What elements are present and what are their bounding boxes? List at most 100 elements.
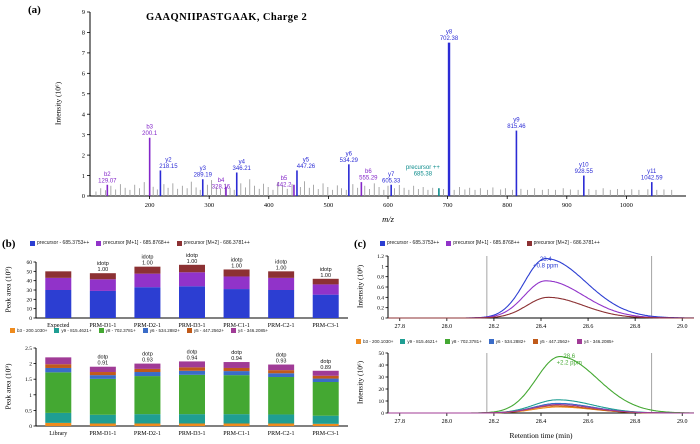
dotp-value: 0.93: [276, 359, 287, 365]
precursor-area-legend: precursor - 685.3753++ precursor [M+1] - …: [30, 240, 257, 246]
dotp-label: dotp: [187, 349, 198, 355]
fragment-chromatogram-chart: 0 10 20 30 40 50 27.8 28.0 28.2 28.4 28.6 28.8 29.0 2…: [379, 351, 694, 425]
category-label: Library: [49, 431, 67, 437]
dotp-label: dotp: [320, 359, 331, 365]
legend-label: y4 - 346.2085+: [584, 339, 615, 344]
dotp-label: idotp: [275, 259, 287, 265]
peak-ion-label: y5: [303, 157, 310, 163]
peak-ion-label: y6: [346, 151, 353, 157]
category-label: PRM-C3-1: [312, 431, 339, 437]
x-tick-label: 1000: [620, 202, 633, 209]
x-tick-label: 800: [502, 202, 512, 209]
spectrum-title: GAAQNIIPASTGAAK, Charge 2: [146, 12, 308, 23]
legend-label: precursor - 685.3753++: [387, 240, 440, 246]
legend-label: b3 - 200.1030+: [17, 328, 48, 333]
bar-segment: [268, 373, 295, 378]
legend-label: y9 - 815.4621+: [407, 339, 438, 344]
bar-segment: [268, 290, 295, 318]
legend-item: y6 - 534.2882+: [142, 328, 180, 333]
bar-segment: [268, 364, 295, 371]
y-tick-label: 1.5: [25, 377, 32, 383]
legend-item: precursor [M+1] - 685.8768++: [96, 240, 170, 246]
legend-swatch-icon: [532, 339, 538, 344]
x-tick-label: 900: [562, 202, 572, 209]
legend-swatch-icon: [186, 328, 192, 333]
bar-segment: [134, 414, 161, 424]
y-tick-label: 5: [82, 91, 85, 98]
y-tick-label: 0: [29, 424, 32, 430]
bar-segment: [89, 372, 116, 376]
x-tick-label: 28.0: [442, 324, 453, 330]
peak-mz-label: 346.21: [233, 166, 252, 172]
y-tick-label: 20: [27, 297, 33, 303]
legend-swatch-icon: [444, 339, 450, 344]
legend-label: y4 - 346.2085+: [238, 328, 269, 333]
x-tick-label: 28.4: [536, 419, 547, 425]
y-tick-label: 4: [82, 111, 86, 118]
y-tick-label: 50: [27, 269, 33, 275]
y-tick-label: 10: [27, 307, 33, 313]
peak-mz-label: 534.29: [340, 158, 359, 164]
legend-swatch-icon: [96, 240, 102, 246]
peak-mz-label: 328.16: [212, 184, 231, 190]
legend-swatch-icon: [446, 240, 452, 246]
x-tick-label: 500: [324, 202, 334, 209]
precursor-chromatogram-y-title: Intensity (10⁸): [355, 264, 365, 309]
legend-item: y9 - 815.4621+: [400, 339, 438, 344]
legend-item: precursor [M+1] - 685.8768++: [446, 240, 520, 246]
bar-segment: [223, 371, 250, 376]
bar-segment: [223, 375, 250, 415]
category-label: PRM-D2-1: [134, 431, 161, 437]
legend-label: y8 - 702.3781+: [451, 339, 482, 344]
bar-segment: [89, 366, 116, 373]
legend-label: y6 - 534.2882+: [149, 328, 180, 333]
dotp-value: 0.94: [187, 355, 198, 361]
dotp-value: 0.91: [97, 361, 108, 367]
bar-segment: [179, 423, 205, 426]
dotp-value: 1.00: [142, 261, 153, 267]
panel-b: (b) precursor - 685.3753++ precursor [M+1…: [0, 238, 352, 444]
peak-ion-label: y8: [446, 30, 453, 36]
bar-segment: [134, 368, 161, 373]
y-tick-label: 1: [82, 173, 85, 180]
y-tick-label: 30: [27, 288, 33, 294]
peak-ion-label: y9: [513, 118, 520, 124]
legend-label: b3 - 200.1030+: [363, 339, 394, 344]
y-tick-label: 9: [82, 9, 85, 16]
x-tick-label: 28.6: [583, 324, 594, 330]
legend-label: precursor - 685.3753++: [37, 240, 90, 246]
legend-item: y4 - 346.2085+: [231, 328, 268, 333]
bar-segment: [134, 266, 161, 274]
bar-segment: [312, 423, 339, 426]
dotp-value: 0.93: [142, 358, 153, 364]
dotp-value: 1.00: [231, 263, 242, 269]
y-tick-label: 0.8: [377, 275, 384, 281]
fragment-area-legend: b3 - 200.1030+ y9 - 815.4621+ y8 - 702.378…: [10, 328, 275, 333]
legend-swatch-icon: [54, 328, 60, 333]
x-tick-label: 28.6: [583, 419, 594, 425]
fragment-area-y-title: Peak area (10⁹): [3, 363, 13, 410]
bar-segment: [179, 374, 205, 415]
legend-item: y6 - 534.2882+: [488, 339, 526, 344]
legend-label: y5 - 447.2562+: [539, 339, 571, 344]
panel-b-label: (b): [2, 238, 16, 250]
bar-segment: [312, 284, 339, 295]
peak-mz-label: 702.38: [440, 36, 459, 42]
dotp-label: dotp: [97, 355, 108, 361]
legend-swatch-icon: [526, 240, 532, 246]
y-tick-label: 0.4: [377, 295, 384, 301]
rt-annotation: 28.6: [563, 354, 575, 360]
bar-segment: [268, 271, 295, 278]
y-tick-label: 0: [381, 316, 384, 322]
x-tick-label: 200: [145, 202, 155, 209]
bar-segment: [268, 370, 295, 374]
bar-segment: [223, 367, 250, 372]
y-tick-label: 1: [381, 264, 384, 270]
legend-swatch-icon: [380, 240, 385, 246]
bar-segment: [45, 271, 72, 278]
peak-ion-label: y3: [200, 166, 207, 172]
bar-segment: [179, 272, 205, 287]
dotp-value: 0.94: [231, 356, 242, 362]
